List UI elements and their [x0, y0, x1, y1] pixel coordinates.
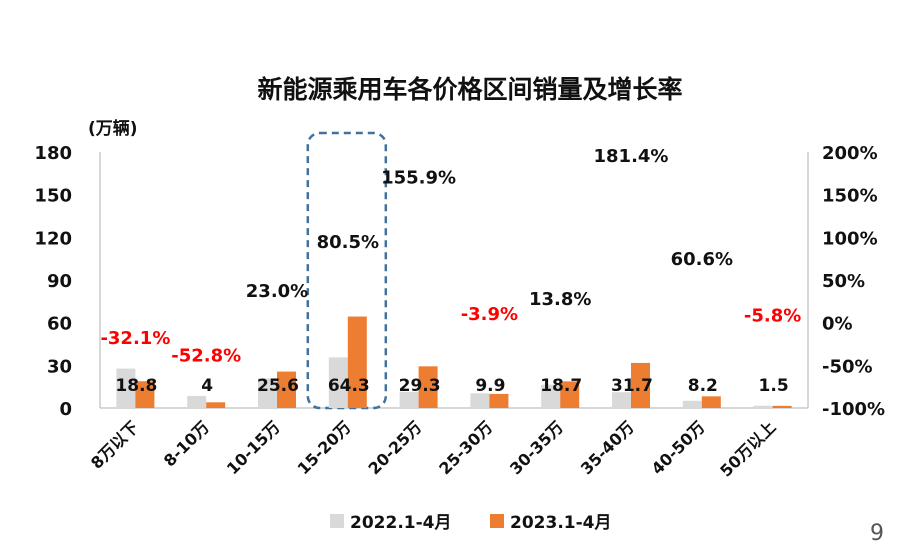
y-tick-label: 0 [59, 399, 72, 420]
growth-label: 181.4% [594, 146, 669, 167]
y-tick-label: 30 [47, 356, 72, 377]
x-tick-label: 40-50万 [648, 417, 709, 478]
growth-label: -32.1% [100, 328, 170, 349]
x-tick-label: 15-20万 [294, 417, 355, 478]
highlight-box-rect [306, 131, 388, 410]
bar-2023 [418, 366, 438, 408]
bar-2023 [631, 362, 650, 408]
value-label: 18.8 [115, 376, 157, 396]
y-unit-label: (万辆) [88, 118, 138, 139]
value-label: 8.2 [688, 376, 718, 396]
y2-tick-label: -100% [822, 399, 885, 420]
growth-label: -3.9% [461, 304, 518, 325]
bar-2023 [206, 402, 226, 408]
x-tick-label: 8-10万 [160, 417, 213, 470]
value-label: 18.7 [540, 376, 582, 396]
legend-swatch [490, 514, 504, 528]
x-tick-label: 10-15万 [223, 417, 284, 478]
bar-2023 [560, 381, 580, 408]
growth-labels: -32.1%-52.8% 23.0% 80.5% 155.9% -3.9% 13.8% 18… [100, 146, 801, 367]
y-tick-label: 180 [34, 143, 72, 164]
y2-tick-label: 0% [822, 314, 853, 335]
bar-2023 [701, 396, 721, 408]
y2-tick-label: 50% [822, 271, 865, 292]
bar-2023 [347, 316, 367, 408]
value-label: 31.7 [611, 376, 653, 396]
growth-label: 23.0% [246, 281, 308, 302]
bar-2022 [541, 384, 561, 408]
value-label: 25.6 [257, 376, 299, 396]
bar-2023 [277, 371, 296, 408]
bar-2022 [116, 368, 136, 408]
x-tick-labels: 8万以下 8-10万 10-15万 15-20万 20-25万 25-30万 30-35万 3… [87, 417, 779, 480]
legend-swatch [330, 514, 344, 528]
highlight-box [306, 131, 388, 410]
bar-2022 [682, 400, 702, 408]
growth-label: 80.5% [317, 232, 379, 253]
x-tick-label: 50万以上 [716, 417, 779, 480]
x-tick-label: 25-30万 [435, 417, 496, 478]
x-tick-label: 8万以下 [87, 417, 142, 472]
x-tick-label: 20-25万 [364, 417, 425, 478]
value-label: 4 [201, 376, 213, 396]
legend-label: 2022.1-4月 [350, 513, 452, 533]
growth-label: 13.8% [529, 289, 591, 310]
bar-2023 [489, 393, 509, 408]
legend: 2022.1-4月 2023.1-4月 [330, 513, 612, 533]
page-number: 9 [870, 521, 884, 546]
value-label: 29.3 [399, 376, 441, 396]
chart-title: 新能源乘用车各价格区间销量及增长率 [257, 75, 682, 104]
growth-label: -5.8% [744, 306, 801, 327]
x-tick-label: 30-35万 [506, 417, 567, 478]
bar-2023 [772, 405, 792, 408]
y-tick-label: 90 [47, 271, 72, 292]
bar-2022 [753, 405, 773, 408]
legend-label: 2023.1-4月 [510, 513, 612, 533]
y2-tick-label: 100% [822, 228, 878, 249]
value-label: 64.3 [328, 376, 370, 396]
bar-2023 [135, 381, 155, 408]
growth-label: 155.9% [381, 168, 456, 189]
growth-label: -52.8% [171, 346, 241, 367]
bar-2022 [612, 392, 631, 408]
axes: 0 30 60 90 120 150 180 -100% -50% 0% 50% 100% 150% 20… [34, 143, 885, 420]
y-tick-label: 60 [47, 314, 72, 335]
y-tick-label: 150 [34, 186, 72, 207]
y2-tick-label: -50% [822, 356, 873, 377]
bar-2022 [328, 357, 348, 408]
bar-2022 [399, 391, 419, 408]
value-label: 1.5 [759, 376, 789, 396]
bar-2022 [258, 378, 277, 408]
y-tick-label: 120 [34, 228, 72, 249]
bar-2022 [187, 395, 207, 408]
y2-tick-label: 200% [822, 143, 878, 164]
growth-label: 60.6% [671, 249, 733, 270]
value-labels: 18.8 4 25.6 64.3 29.3 9.9 18.7 31.7 8.2 1.5 [115, 376, 788, 396]
bar-2022 [470, 393, 490, 408]
y2-tick-label: 150% [822, 186, 878, 207]
value-label: 9.9 [475, 376, 505, 396]
x-tick-label: 35-40万 [577, 417, 638, 478]
bars [116, 316, 792, 408]
